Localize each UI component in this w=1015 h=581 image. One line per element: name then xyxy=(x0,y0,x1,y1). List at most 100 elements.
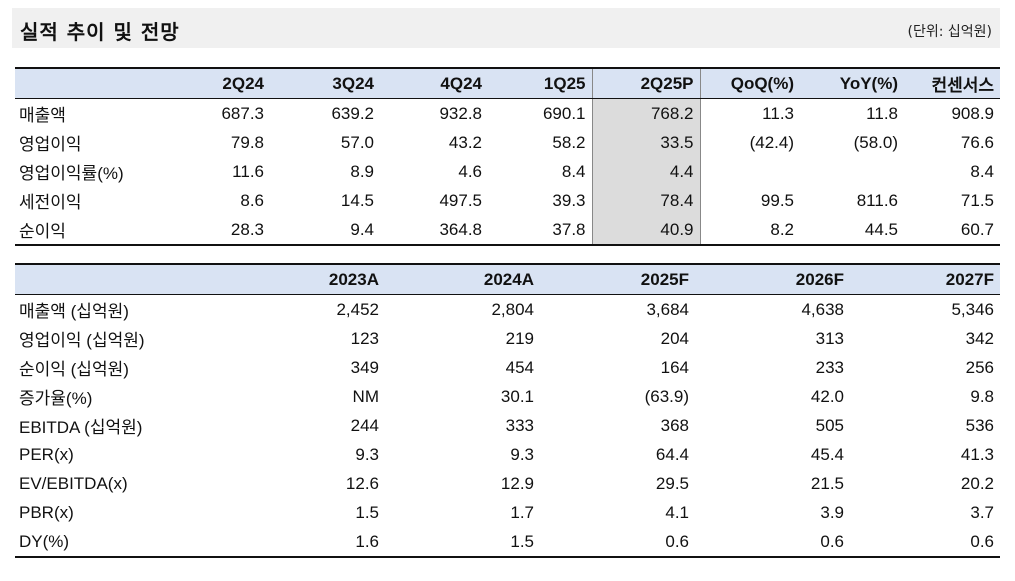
column-header: 2027F xyxy=(850,264,1000,295)
table-cell: 1.7 xyxy=(510,502,534,522)
table-cell: 204 xyxy=(660,328,689,348)
table-row: 영업이익 79.8 57.0 43.2 58.2 33.5 (42.4) (58… xyxy=(15,128,1000,157)
table-cell: 687.3 xyxy=(221,103,264,123)
title-bar: 실적 추이 및 전망 (단위: 십억원) xyxy=(12,8,1000,48)
table-cell: 342 xyxy=(965,328,994,348)
table-cell: 0.6 xyxy=(665,531,689,551)
table-cell xyxy=(800,157,904,186)
table-cell: 8.2 xyxy=(770,219,794,239)
table-cell: 690.1 xyxy=(542,103,586,123)
table-row: 증가율(%) NM 30.1 (63.9) 42.0 9.8 xyxy=(15,382,1000,411)
table-cell: 45.4 xyxy=(810,444,844,464)
quarterly-header-row: 2Q24 3Q24 4Q24 1Q25 2Q25P QoQ(%) YoY(%) … xyxy=(15,68,1000,99)
table-cell: (63.9) xyxy=(644,386,689,406)
row-label: 순이익 xyxy=(19,222,66,241)
table-row: PER(x) 9.3 9.3 64.4 45.4 41.3 xyxy=(15,440,1000,469)
table-cell: 60.7 xyxy=(960,219,994,239)
row-label: DY(%) xyxy=(19,531,70,551)
table-cell: 233 xyxy=(815,357,844,377)
table-cell: 57.0 xyxy=(340,132,374,152)
table-cell: 3,684 xyxy=(646,299,689,319)
column-header-highlight: 2Q25P xyxy=(591,68,701,99)
table-cell: 99.5 xyxy=(760,190,794,210)
table-cell: 12.9 xyxy=(500,473,534,493)
table-cell: 639.2 xyxy=(331,103,374,123)
page-title: 실적 추이 및 전망 xyxy=(20,20,180,44)
row-label: PBR(x) xyxy=(19,502,74,522)
table-cell: 41.3 xyxy=(960,444,994,464)
table-cell: 4.1 xyxy=(665,502,689,522)
table-cell: 9.4 xyxy=(350,219,374,239)
column-header: 2023A xyxy=(230,264,385,295)
table-cell: 76.6 xyxy=(960,132,994,152)
table-cell: 8.4 xyxy=(561,161,586,181)
table-cell: 811.6 xyxy=(856,190,898,210)
table-cell-highlight: 40.9 xyxy=(591,215,701,245)
table-row: 세전이익 8.6 14.5 497.5 39.3 78.4 99.5 811.6… xyxy=(15,186,1000,215)
table-cell: 313 xyxy=(815,328,844,348)
table-cell: 71.5 xyxy=(960,190,994,210)
table-cell: 932.8 xyxy=(439,103,482,123)
table-row: 순이익 28.3 9.4 364.8 37.8 40.9 8.2 44.5 60… xyxy=(15,215,1000,245)
table-cell: 14.5 xyxy=(340,190,374,210)
annual-header-corner xyxy=(15,264,230,295)
table-cell-highlight: 33.5 xyxy=(591,128,701,157)
table-cell xyxy=(700,157,800,186)
table-cell: 5,346 xyxy=(951,299,994,319)
table-cell-highlight: 4.4 xyxy=(591,157,701,186)
table-cell: 4,638 xyxy=(801,299,844,319)
table-cell: NM xyxy=(352,386,379,406)
table-cell: 44.5 xyxy=(864,219,898,239)
table-cell: (58.0) xyxy=(853,132,898,152)
table-row: PBR(x) 1.5 1.7 4.1 3.9 3.7 xyxy=(15,498,1000,527)
table-cell: 454 xyxy=(505,357,534,377)
annual-header-row: 2023A 2024A 2025F 2026F 2027F xyxy=(15,264,1000,295)
unit-note: (단위: 십억원) xyxy=(907,24,993,40)
annual-table: 2023A 2024A 2025F 2026F 2027F 매출액 (십억원) … xyxy=(15,263,1000,558)
row-label: PER(x) xyxy=(19,444,74,464)
table-cell: 30.1 xyxy=(500,386,534,406)
table-cell: 536 xyxy=(965,415,994,435)
table-cell: 9.3 xyxy=(355,444,379,464)
table-cell: 8.4 xyxy=(970,161,994,181)
column-header: 2024A xyxy=(385,264,540,295)
row-label: 매출액 (십억원) xyxy=(19,302,129,321)
table-row: 매출액 687.3 639.2 932.8 690.1 768.2 11.3 1… xyxy=(15,98,1000,128)
table-cell: 368 xyxy=(660,415,689,435)
table-row: DY(%) 1.6 1.5 0.6 0.6 0.6 xyxy=(15,527,1000,557)
table-cell: 12.6 xyxy=(345,473,379,493)
row-label: 증가율(%) xyxy=(19,389,93,408)
table-row: 순이익 (십억원) 349 454 164 233 256 xyxy=(15,353,1000,382)
row-label: EBITDA (십억원) xyxy=(19,418,143,437)
table-cell: 256 xyxy=(965,357,994,377)
table-row: 영업이익률(%) 11.6 8.9 4.6 8.4 4.4 8.4 xyxy=(15,157,1000,186)
table-cell: 11.6 xyxy=(232,161,264,181)
table-cell: 8.6 xyxy=(240,190,264,210)
table-cell: 8.9 xyxy=(350,161,374,181)
table-row: 매출액 (십억원) 2,452 2,804 3,684 4,638 5,346 xyxy=(15,295,1000,325)
table-cell: 58.2 xyxy=(552,132,586,152)
quarterly-header-corner xyxy=(15,68,175,99)
table-cell: 20.2 xyxy=(960,473,994,493)
table-cell: 1.5 xyxy=(355,502,379,522)
row-label: 영업이익률(%) xyxy=(19,164,124,183)
column-header: 컨센서스 xyxy=(904,68,1000,99)
column-header: 2Q24 xyxy=(175,68,270,99)
column-header: 3Q24 xyxy=(270,68,380,99)
table-cell: 42.0 xyxy=(810,386,844,406)
table-cell: 1.5 xyxy=(510,531,534,551)
table-cell: 364.8 xyxy=(439,219,482,239)
column-header: 1Q25 xyxy=(488,68,592,99)
table-cell: 43.2 xyxy=(448,132,482,152)
table-row: EV/EBITDA(x) 12.6 12.9 29.5 21.5 20.2 xyxy=(15,469,1000,498)
table-cell: 123 xyxy=(350,328,379,348)
table-cell: 3.9 xyxy=(820,502,844,522)
table-cell: 1.6 xyxy=(355,531,379,551)
table-cell: 21.5 xyxy=(810,473,844,493)
table-cell: 28.3 xyxy=(230,219,264,239)
row-label: 영업이익 xyxy=(19,135,82,154)
table-cell: 908.9 xyxy=(951,103,994,123)
table-cell: 4.6 xyxy=(458,161,482,181)
table-cell: 2,452 xyxy=(336,299,379,319)
table-cell: 9.3 xyxy=(510,444,534,464)
